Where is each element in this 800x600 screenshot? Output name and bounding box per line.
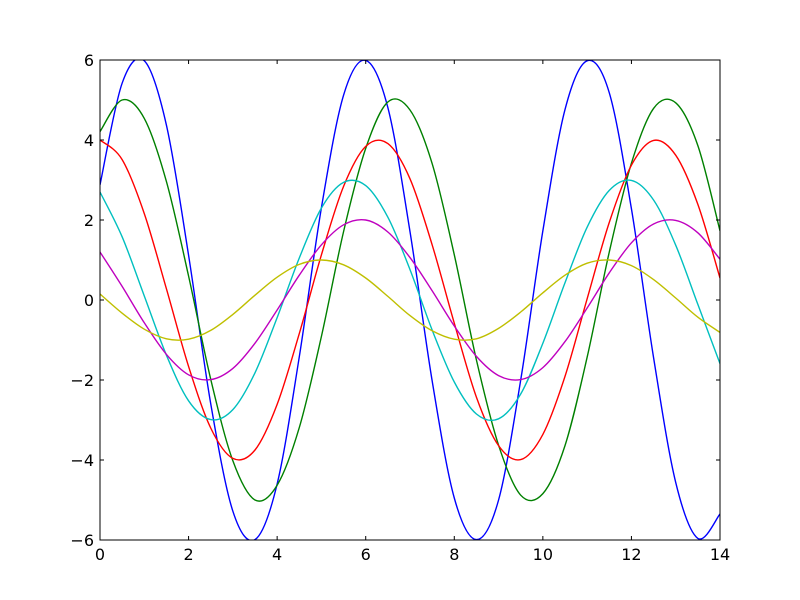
x-tick-label-4: 8 xyxy=(449,545,459,564)
series-line-1 xyxy=(100,60,720,540)
y-tick-label-6: 6 xyxy=(84,51,94,70)
ticks-layer xyxy=(99,59,721,541)
x-tick-label-2: 4 xyxy=(272,545,282,564)
x-tick-label-0: 0 xyxy=(95,545,105,564)
y-tick-label-2: −2 xyxy=(70,371,94,390)
x-tick-label-1: 2 xyxy=(183,545,193,564)
y-tick-label-5: 4 xyxy=(84,131,94,150)
series-line-5 xyxy=(100,218,720,381)
series-line-4 xyxy=(100,179,720,422)
y-tick-label-3: 0 xyxy=(84,291,94,310)
y-tick-label-1: −4 xyxy=(70,451,94,470)
x-tick-label-3: 6 xyxy=(361,545,371,564)
series-line-3 xyxy=(100,139,720,461)
series-line-6 xyxy=(100,259,720,341)
x-tick-label-6: 12 xyxy=(621,545,641,564)
series-line-2 xyxy=(100,98,720,502)
tick-labels-layer: 0 2 4 6 8 10 12 14 −6 −4 −2 0 2 4 6 xyxy=(70,51,730,564)
x-tick-label-5: 10 xyxy=(533,545,553,564)
y-tick-label-4: 2 xyxy=(84,211,94,230)
x-tick-label-7: 14 xyxy=(710,545,730,564)
series-layer xyxy=(100,60,720,540)
plot-frame xyxy=(99,59,721,541)
y-tick-label-0: −6 xyxy=(70,531,94,550)
